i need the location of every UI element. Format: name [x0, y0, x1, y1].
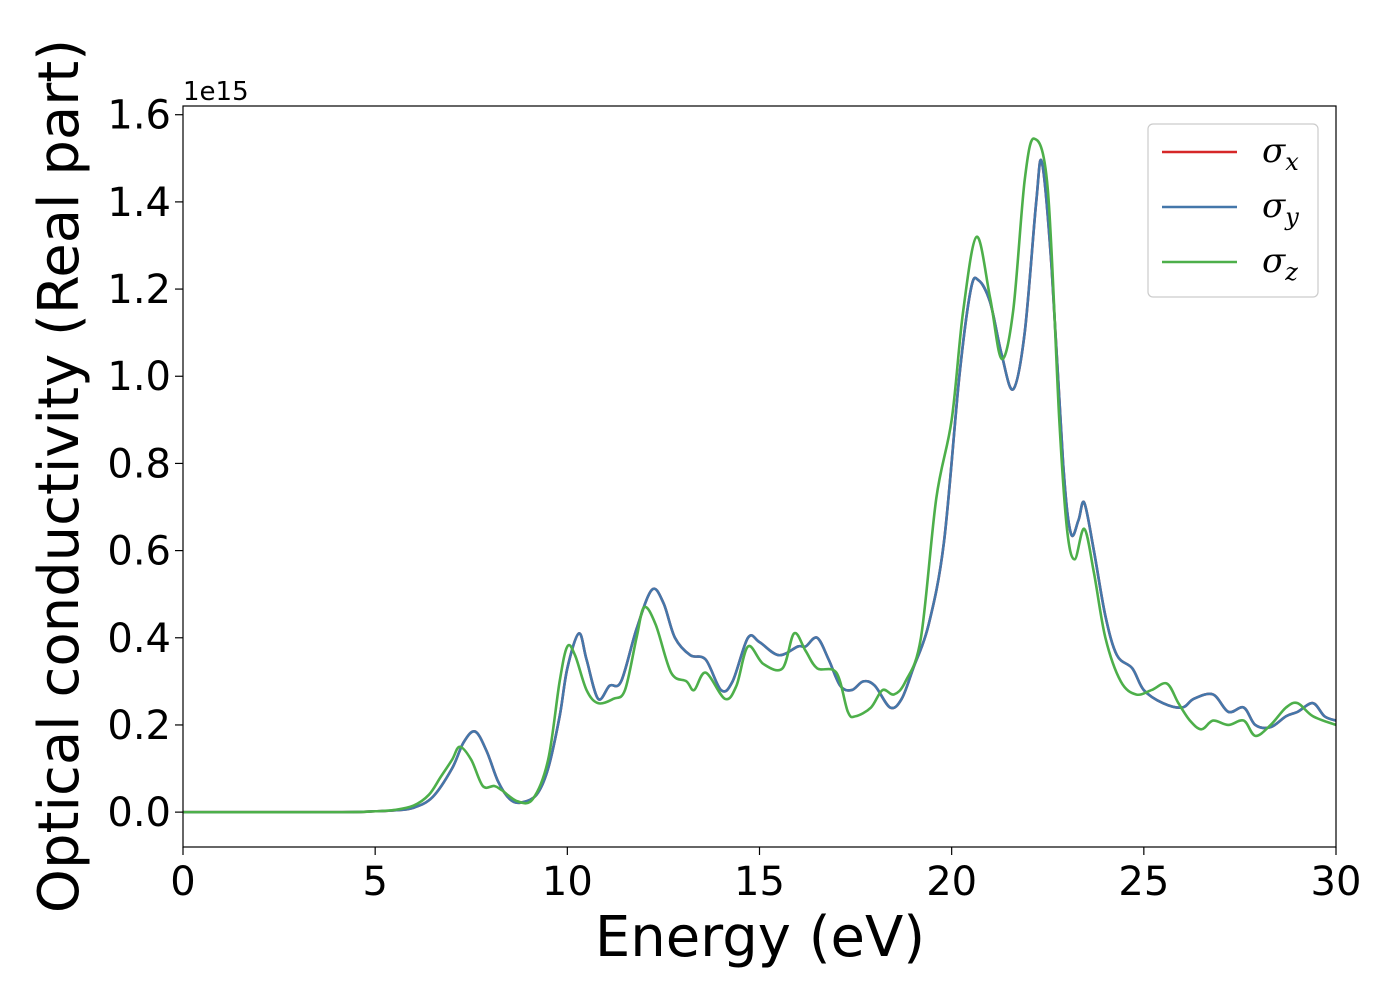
x-tick-label: 30 — [1311, 859, 1362, 905]
y-tick-label: 1.0 — [107, 354, 171, 400]
y-axis: 0.0 0.2 0.4 0.6 0.8 1.0 1.2 1.4 1.6 — [107, 93, 183, 836]
y-tick-label: 1.2 — [107, 267, 171, 313]
y-tick-label: 0.2 — [107, 703, 171, 749]
x-tick-label: 25 — [1118, 859, 1169, 905]
legend-box — [1147, 123, 1319, 298]
legend-label-sigma-z: σz — [1262, 241, 1298, 286]
y-axis-title: Optical conductivity (Real part) — [27, 39, 92, 913]
x-tick-label: 10 — [542, 859, 593, 905]
legend-label-sigma-x: σx — [1262, 131, 1299, 176]
y-offset-label: 1e15 — [183, 77, 249, 107]
x-tick-label: 0 — [170, 859, 195, 905]
x-tick-label: 5 — [362, 859, 387, 905]
y-tick-label: 1.6 — [107, 93, 171, 139]
x-tick-label: 20 — [926, 859, 977, 905]
legend-label-sigma-y: σy — [1262, 186, 1299, 231]
x-axis-title: Energy (eV) — [595, 905, 925, 970]
y-tick-label: 0.8 — [107, 441, 171, 487]
x-axis: 0 5 10 15 20 25 30 — [170, 847, 1361, 905]
series-layer — [183, 137, 1336, 814]
legend: σx σy σz — [1147, 123, 1319, 298]
y-tick-label: 1.4 — [107, 180, 171, 226]
series-line-sigma-z — [183, 137, 1336, 814]
y-tick-label: 0.4 — [107, 616, 171, 662]
y-tick-label: 0.6 — [107, 529, 171, 575]
x-tick-label: 15 — [734, 859, 785, 905]
y-tick-label: 0.0 — [107, 790, 171, 836]
